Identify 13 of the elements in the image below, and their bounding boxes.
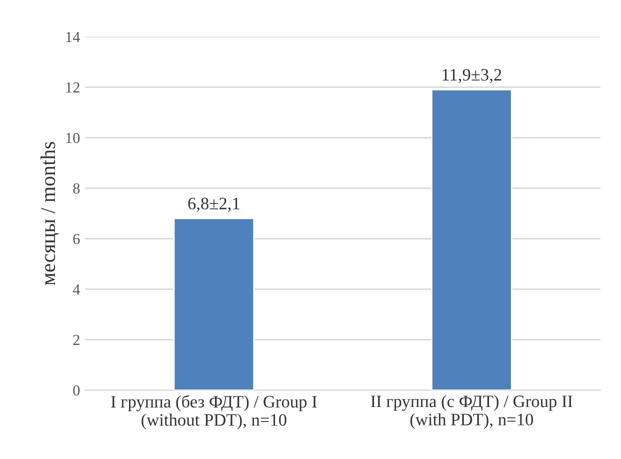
x-tick-label: I группа (без ФДТ) / Group I (without PDT), n=10: [111, 395, 317, 430]
y-tick-label: 12: [66, 82, 80, 93]
y-axis-title: месяцы / months: [40, 142, 59, 286]
y-tick-label: 6: [73, 234, 80, 244]
data-label: 11,9±3,2: [442, 68, 502, 84]
x-tick-label: II группа (с ФДТ) / Group II (with PDT), n=10: [370, 395, 572, 429]
data-label: 6,8±2,1: [188, 198, 240, 212]
y-tick-label: 10: [66, 132, 80, 144]
y-tick-label: 8: [73, 183, 80, 194]
y-tick-label: 0: [73, 385, 80, 396]
y-tick-label: 2: [73, 334, 80, 345]
y-tick-label: 14: [66, 32, 80, 42]
y-tick-label: 4: [72, 284, 80, 294]
